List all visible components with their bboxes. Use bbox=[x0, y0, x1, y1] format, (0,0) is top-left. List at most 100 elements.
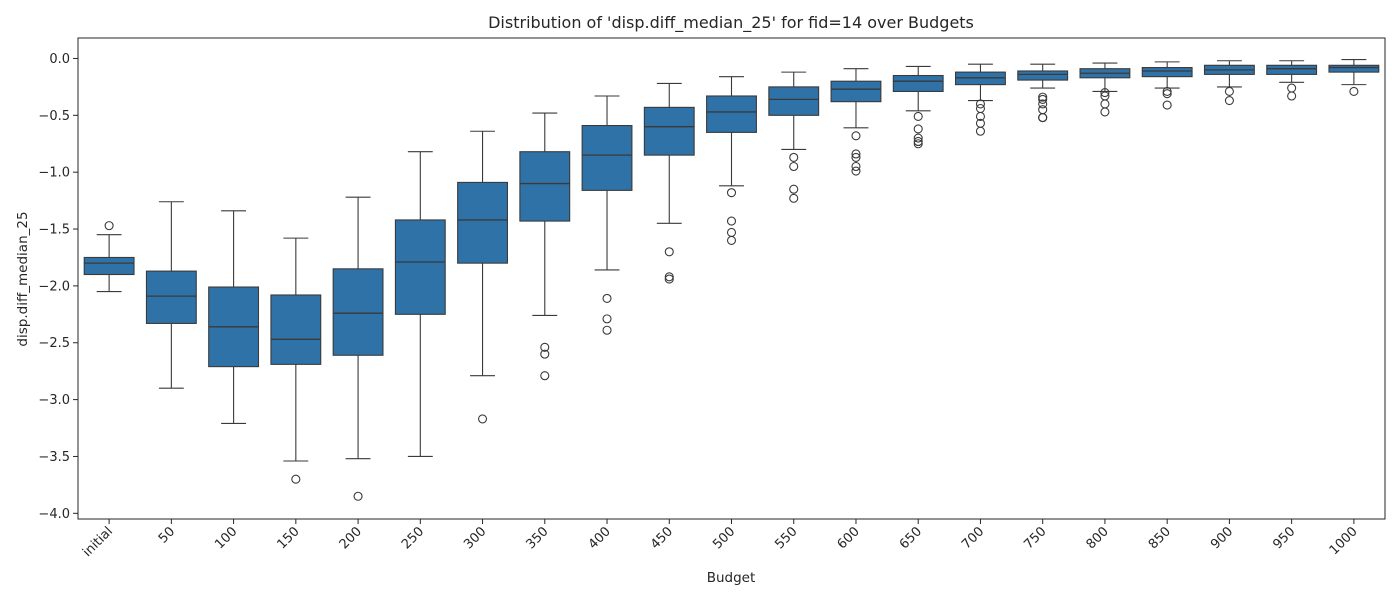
box-group-450 bbox=[643, 82, 695, 284]
outlier-point bbox=[913, 139, 923, 149]
box-group-550 bbox=[768, 71, 820, 203]
outlier-point bbox=[664, 247, 674, 257]
outlier-point bbox=[1287, 91, 1297, 101]
x-tick-label: 150 bbox=[274, 524, 302, 552]
x-tick-label: 350 bbox=[523, 524, 551, 552]
outlier-point bbox=[1038, 105, 1048, 115]
box-group-50 bbox=[145, 201, 197, 389]
outlier-point bbox=[1224, 95, 1234, 106]
x-tick-label: 900 bbox=[1208, 524, 1236, 552]
outlier-point bbox=[1287, 83, 1297, 93]
plot-frame bbox=[77, 37, 1386, 520]
outlier-point bbox=[726, 188, 737, 198]
y-tick-label: 0.0 bbox=[49, 52, 70, 67]
outlier-point bbox=[104, 221, 114, 231]
x-axis-label: Budget bbox=[707, 570, 756, 586]
x-tick-label: 400 bbox=[586, 524, 614, 552]
box-group-100 bbox=[208, 210, 260, 425]
plot-area bbox=[83, 59, 1380, 501]
outlier-point bbox=[789, 184, 799, 194]
outlier-point bbox=[540, 371, 550, 381]
outlier-point bbox=[1162, 100, 1172, 110]
outlier-point bbox=[664, 274, 674, 284]
outlier-point bbox=[540, 342, 550, 352]
x-tick-label: 650 bbox=[897, 524, 925, 552]
box-group-350 bbox=[519, 112, 571, 381]
box-group-initial bbox=[83, 221, 135, 293]
outlier-point bbox=[851, 166, 861, 176]
box-group-200 bbox=[332, 196, 384, 501]
x-tick-label: 100 bbox=[212, 524, 240, 552]
x-axis: initial 50 100 150 200 250 300 350 400 450 500 550 6… bbox=[80, 519, 1361, 560]
x-tick-label: 50 bbox=[156, 524, 178, 546]
x-tick-label: 800 bbox=[1084, 524, 1112, 552]
outlier-point bbox=[540, 349, 550, 359]
box-group-500 bbox=[706, 76, 757, 245]
outlier-point bbox=[1038, 99, 1048, 109]
outlier-point bbox=[975, 126, 986, 136]
box-group-650 bbox=[892, 65, 944, 149]
box-iqr bbox=[394, 219, 446, 315]
outlier-point bbox=[913, 124, 923, 134]
box-iqr bbox=[1141, 67, 1193, 78]
box-iqr bbox=[519, 151, 571, 222]
box-group-250 bbox=[394, 151, 446, 458]
outlier-point bbox=[1100, 99, 1110, 109]
box-group-400 bbox=[581, 95, 633, 335]
box-iqr bbox=[892, 74, 944, 92]
y-tick-label: −2.5 bbox=[38, 336, 70, 351]
box-group-700 bbox=[955, 63, 1006, 136]
y-tick-label: −0.5 bbox=[38, 109, 70, 124]
outlier-point bbox=[975, 111, 986, 122]
x-tick-label: 200 bbox=[337, 524, 365, 552]
box-iqr bbox=[1017, 70, 1069, 81]
box-group-300 bbox=[457, 130, 508, 424]
box-iqr bbox=[830, 80, 882, 103]
outlier-point bbox=[851, 149, 861, 159]
box-group-950 bbox=[1266, 60, 1318, 101]
x-tick-label: 300 bbox=[461, 524, 489, 552]
outlier-point bbox=[913, 136, 923, 147]
outlier-point bbox=[664, 272, 674, 282]
outlier-point bbox=[1100, 88, 1110, 98]
outlier-point bbox=[1162, 86, 1172, 96]
outlier-point bbox=[602, 314, 612, 324]
box-group-800 bbox=[1079, 62, 1131, 117]
outlier-point bbox=[789, 161, 799, 172]
box-iqr bbox=[270, 294, 322, 365]
x-tick-label: 250 bbox=[399, 524, 427, 552]
outlier-point bbox=[1038, 92, 1048, 102]
outlier-point bbox=[602, 325, 612, 335]
outlier-point bbox=[1100, 107, 1110, 117]
box-group-850 bbox=[1141, 61, 1193, 110]
box-group-750 bbox=[1017, 63, 1069, 123]
y-tick-label: −1.5 bbox=[38, 223, 70, 238]
outlier-point bbox=[851, 161, 861, 172]
outlier-point bbox=[975, 99, 986, 109]
y-tick-label: −3.0 bbox=[38, 393, 70, 408]
box-group-150 bbox=[270, 237, 322, 484]
x-tick-label: 750 bbox=[1021, 524, 1049, 552]
box-iqr bbox=[145, 270, 197, 324]
box-iqr bbox=[83, 256, 135, 276]
x-tick-label: initial bbox=[80, 524, 116, 560]
y-tick-label: −3.5 bbox=[38, 450, 70, 465]
box-iqr bbox=[581, 125, 633, 191]
outlier-point bbox=[851, 152, 861, 162]
x-tick-label: 500 bbox=[710, 524, 738, 552]
x-tick-label: 700 bbox=[959, 524, 987, 552]
outlier-point bbox=[789, 193, 799, 203]
y-tick-label: −4.0 bbox=[38, 507, 70, 522]
box-group-900 bbox=[1203, 60, 1255, 106]
box-iqr bbox=[457, 181, 508, 264]
outlier-point bbox=[602, 293, 612, 303]
outlier-point bbox=[726, 235, 737, 245]
outlier-point bbox=[1038, 113, 1048, 123]
box-group-600 bbox=[830, 68, 882, 176]
outlier-point bbox=[477, 414, 488, 424]
x-tick-label: 1000 bbox=[1327, 524, 1361, 558]
x-tick-label: 850 bbox=[1146, 524, 1174, 552]
y-tick-label: −1.0 bbox=[38, 166, 70, 181]
